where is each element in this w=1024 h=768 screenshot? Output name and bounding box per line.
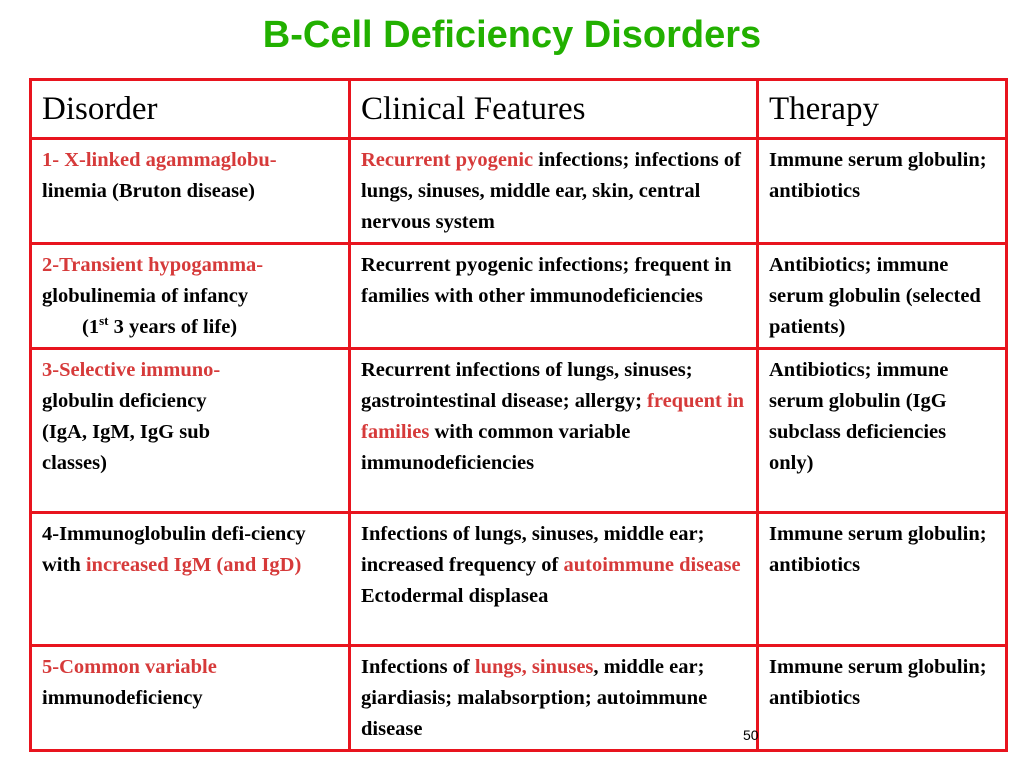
therapy-cell: Immune serum globulin; antibiotics (756, 644, 1008, 752)
disorder-name: immunodeficiency (42, 687, 203, 709)
table-row: 1- X-linked agammaglobu- linemia (Bruton… (29, 137, 1008, 245)
features-highlight: Recurrent pyogenic (361, 149, 534, 171)
disorder-name-red: 5-Common variable (42, 656, 217, 678)
disorder-name: 4-Immunoglobulin defi-ciency with (42, 523, 306, 576)
header-therapy: Therapy (756, 78, 1008, 140)
disorders-table: Disorder Clinical Features Therapy 1- X-… (29, 78, 1008, 752)
page-number: 50 (743, 727, 759, 743)
therapy-cell: Immune serum globulin; antibiotics (756, 137, 1008, 245)
table-row: 5-Common variable immunodeficiency Infec… (29, 644, 1008, 752)
disorder-name-red: increased IgM (and IgD) (85, 554, 302, 576)
features-cell: Infections of lungs, sinuses, middle ear… (348, 644, 759, 752)
table-row: 4-Immunoglobulin defi-ciency with increa… (29, 511, 1008, 647)
disorder-name: globulinemia of infancy (42, 285, 249, 307)
therapy-cell: Immune serum globulin; antibiotics (756, 511, 1008, 647)
table-header-row: Disorder Clinical Features Therapy (29, 78, 1008, 140)
disorder-cell: 4-Immunoglobulin defi-ciency with increa… (29, 511, 351, 647)
disorder-name: globulin deficiency (IgA, IgM, IgG sub c… (42, 390, 211, 474)
disorder-cell: 5-Common variable immunodeficiency (29, 644, 351, 752)
features-highlight: lungs, sinuses (474, 656, 594, 678)
features-cell: Recurrent pyogenic infections; frequent … (348, 242, 759, 350)
table-row: 3-Selective immuno- globulin deficiency … (29, 347, 1008, 514)
disorder-name-red: 3-Selective immuno- (42, 359, 221, 381)
header-clinical-features: Clinical Features (348, 78, 759, 140)
disorder-cell: 3-Selective immuno- globulin deficiency … (29, 347, 351, 514)
disorder-age-note: (1st 3 years of life) (82, 313, 238, 338)
features-cell: Recurrent pyogenic infections; infection… (348, 137, 759, 245)
disorder-cell: 2-Transient hypogamma- globulinemia of i… (29, 242, 351, 350)
disorder-name-red: 1- X-linked agammaglobu- (42, 149, 277, 171)
features-text: infections; infections of lungs, sinuses… (361, 149, 741, 233)
features-cell: Infections of lungs, sinuses, middle ear… (348, 511, 759, 647)
disorder-name-red: 2-Transient hypogamma- (42, 254, 264, 276)
therapy-cell: Antibiotics; immune serum globulin (IgG … (756, 347, 1008, 514)
disorder-cell: 1- X-linked agammaglobu- linemia (Bruton… (29, 137, 351, 245)
features-highlight: autoimmune disease (563, 554, 741, 576)
header-disorder: Disorder (29, 78, 351, 140)
disorder-name: linemia (Bruton disease) (42, 180, 255, 202)
therapy-cell: Antibiotics; immune serum globulin (sele… (756, 242, 1008, 350)
page-title: B-Cell Deficiency Disorders (262, 14, 762, 56)
features-cell: Recurrent infections of lungs, sinuses; … (348, 347, 759, 514)
features-highlight: frequent in families (361, 390, 745, 443)
table-row: 2-Transient hypogamma- globulinemia of i… (29, 242, 1008, 350)
